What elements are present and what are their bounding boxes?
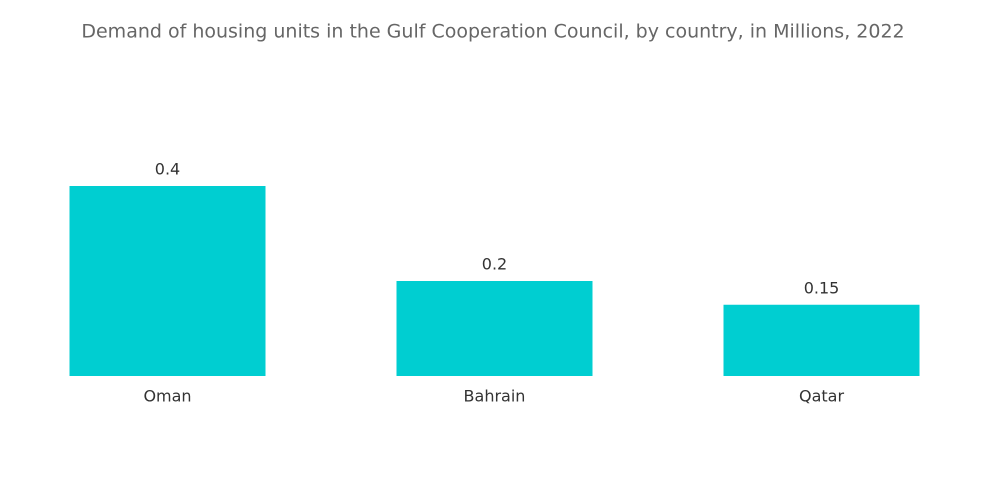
bar: [396, 281, 593, 376]
value-label: 0.2: [482, 255, 507, 274]
value-label: 0.4: [155, 160, 180, 179]
bar: [723, 304, 920, 376]
value-label: 0.15: [804, 278, 840, 297]
chart-title: Demand of housing units in the Gulf Coop…: [81, 21, 904, 43]
x-tick-label: Bahrain: [464, 387, 526, 406]
x-tick-label: Qatar: [799, 387, 844, 406]
bar: [69, 186, 266, 376]
x-tick-label: Oman: [143, 387, 191, 406]
